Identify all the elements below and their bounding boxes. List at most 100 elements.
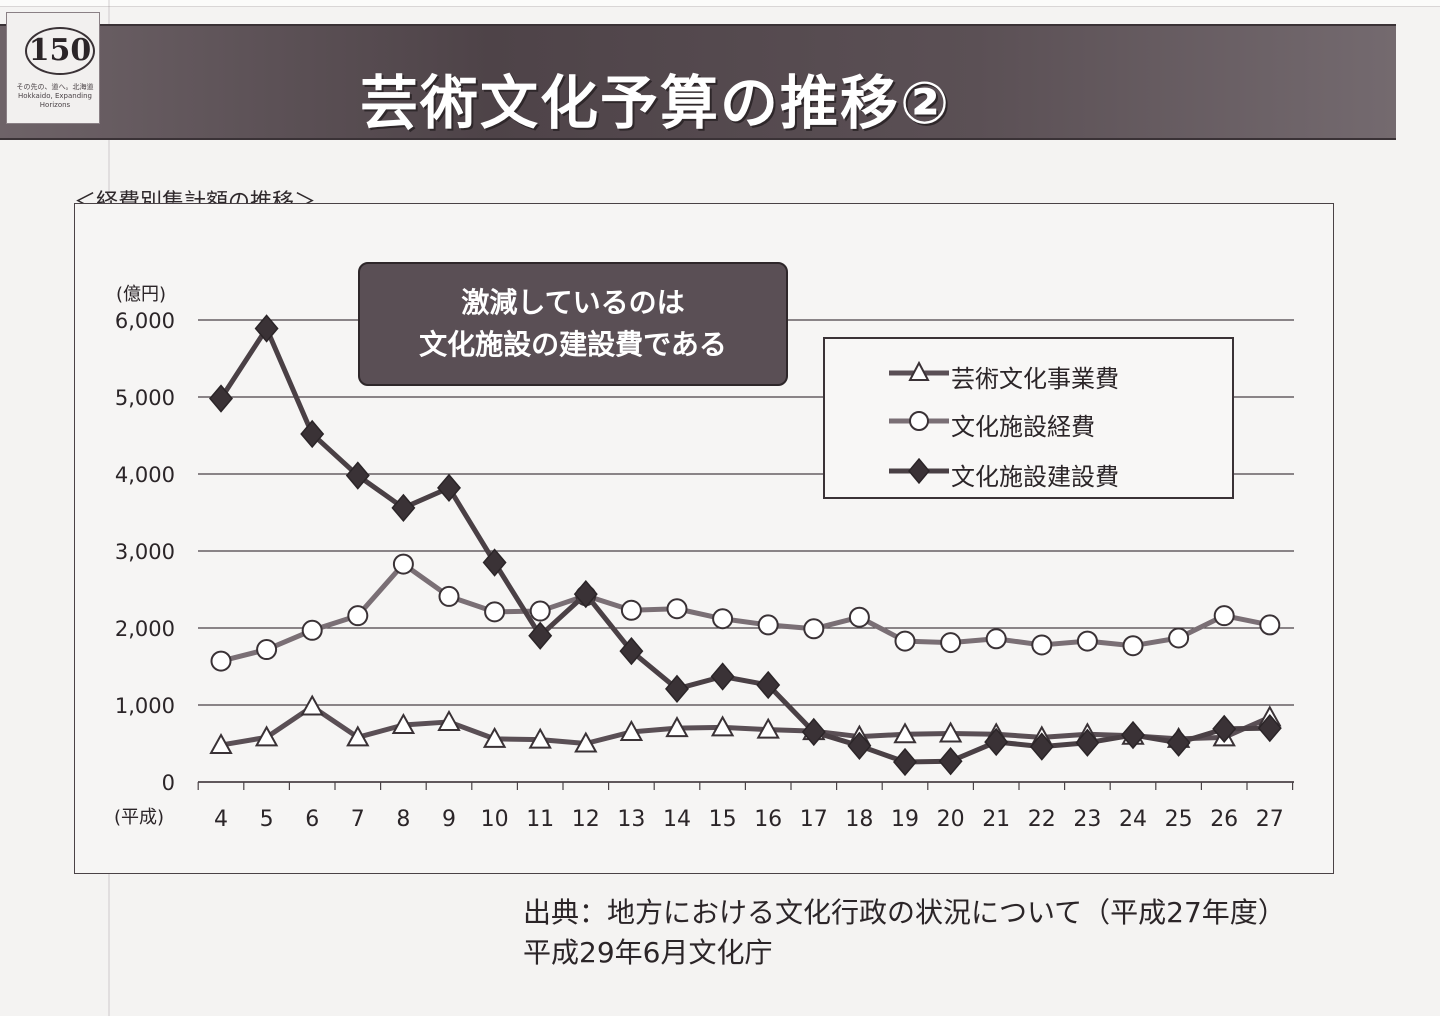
data-point-circle — [392, 553, 414, 575]
legend-item-events: 芸術文化事業費 — [825, 353, 1232, 393]
callout-line-2: 文化施設の建設費である — [419, 328, 727, 361]
circle-marker-icon — [889, 411, 949, 431]
data-point-circle — [666, 598, 688, 620]
y-tick-label: 6,000 — [115, 309, 175, 333]
x-tick-label: 11 — [526, 807, 554, 832]
y-tick-label: 4,000 — [115, 463, 175, 487]
data-point-triangle — [710, 715, 735, 737]
x-tick-label: 27 — [1256, 807, 1284, 832]
data-point-triangle — [619, 719, 644, 741]
data-point-triangle — [756, 717, 780, 739]
data-point-diamond — [209, 384, 233, 413]
data-point-circle — [1213, 605, 1235, 627]
data-point-circle — [1031, 634, 1053, 656]
x-tick-label: 24 — [1119, 807, 1147, 832]
data-point-circle — [1259, 614, 1281, 636]
callout-box: 激減しているのは 文化施設の建設費である — [358, 262, 788, 386]
data-point-diamond — [619, 636, 644, 666]
data-point-circle — [529, 600, 551, 622]
chart-legend: 芸術文化事業費 文化施設経費 文化施設建設費 — [823, 337, 1234, 499]
source-line-1: 出典：地方における文化行政の状況について（平成27年度） — [523, 896, 1286, 929]
data-point-diamond — [1212, 714, 1237, 744]
data-point-diamond — [1166, 728, 1191, 757]
data-point-diamond — [482, 548, 507, 577]
data-point-triangle — [209, 732, 233, 755]
data-point-circle — [1168, 627, 1190, 649]
data-point-circle — [1076, 630, 1098, 652]
x-tick-label: 21 — [982, 807, 1010, 832]
data-point-diamond — [391, 493, 416, 523]
x-tick-label: 25 — [1165, 807, 1193, 832]
page-title: 芸術文化予算の推移② — [360, 69, 952, 137]
x-tick-label: 18 — [845, 807, 873, 832]
logo-tagline: その先の、道へ。北海道 Hokkaido, Expanding Horizons — [16, 83, 94, 109]
data-point-diamond — [1075, 728, 1100, 757]
data-point-triangle — [938, 721, 963, 743]
data-point-diamond — [801, 717, 826, 747]
x-tick-label: 14 — [663, 807, 691, 832]
data-point-diamond — [938, 747, 963, 776]
data-point-circle — [347, 605, 369, 627]
source-note: 出典：地方における文化行政の状況について（平成27年度） 平成29年6月文化庁 — [523, 893, 1286, 973]
legend-label-facility-costs: 文化施設経費 — [951, 413, 1095, 441]
y-tick-label: 0 — [162, 771, 175, 795]
data-point-circle — [256, 639, 278, 661]
data-point-triangle — [482, 726, 507, 748]
y-tick-label: 2,000 — [115, 617, 175, 641]
data-point-circle — [1122, 635, 1144, 657]
x-tick-label: 7 — [351, 807, 365, 832]
data-point-circle — [484, 601, 506, 623]
x-tick-label: 20 — [937, 807, 965, 832]
triangle-marker-icon — [889, 360, 949, 381]
data-point-circle — [210, 650, 232, 672]
x-tick-label: 12 — [572, 807, 600, 832]
data-point-diamond — [984, 727, 1009, 757]
data-point-diamond — [1121, 720, 1145, 750]
title-banner — [0, 24, 1396, 140]
data-point-circle — [712, 608, 734, 630]
x-axis-label: (平成) — [114, 807, 164, 828]
legend-label-construction: 文化施設建設費 — [951, 463, 1119, 491]
data-point-circle — [894, 630, 916, 652]
data-point-diamond — [573, 579, 598, 609]
data-point-diamond — [893, 747, 917, 777]
diamond-marker-icon — [889, 457, 949, 485]
data-point-triangle — [254, 725, 279, 747]
x-tick-label: 26 — [1210, 807, 1238, 832]
data-point-triangle — [574, 731, 598, 753]
data-point-circle — [757, 614, 779, 636]
data-point-triangle — [528, 727, 552, 749]
data-point-triangle — [437, 709, 461, 731]
data-point-circle — [940, 632, 962, 654]
logo-number: 150 — [25, 27, 95, 75]
source-line-2: 平成29年6月文化庁 — [523, 936, 773, 969]
x-tick-label: 22 — [1028, 807, 1056, 832]
series-line — [220, 561, 1271, 664]
logo: 150 その先の、道へ。北海道 Hokkaido, Expanding Hori… — [6, 12, 100, 124]
x-tick-label: 4 — [214, 807, 228, 832]
data-point-diamond — [710, 662, 735, 691]
data-point-circle — [803, 618, 825, 640]
data-point-diamond — [756, 670, 781, 700]
data-point-diamond — [300, 419, 325, 449]
x-tick-label: 9 — [442, 807, 456, 832]
data-point-triangle — [300, 694, 324, 716]
x-tick-label: 8 — [396, 807, 410, 832]
y-tick-label: 3,000 — [115, 540, 175, 564]
data-point-diamond — [528, 621, 553, 650]
data-point-triangle — [346, 725, 370, 747]
x-tick-label: 6 — [305, 807, 319, 832]
data-point-diamond — [665, 674, 689, 703]
callout-line-1: 激減しているのは — [461, 286, 685, 319]
data-point-diamond — [1029, 732, 1054, 761]
y-tick-label: 1,000 — [115, 694, 175, 718]
data-point-triangle — [665, 716, 689, 738]
x-tick-label: 23 — [1073, 807, 1101, 832]
data-point-circle — [985, 628, 1007, 650]
legend-label-events: 芸術文化事業費 — [951, 365, 1119, 393]
data-point-triangle — [893, 722, 917, 744]
data-point-diamond — [1257, 713, 1282, 743]
y-tick-label: 5,000 — [115, 386, 175, 410]
x-tick-label: 15 — [709, 807, 737, 832]
